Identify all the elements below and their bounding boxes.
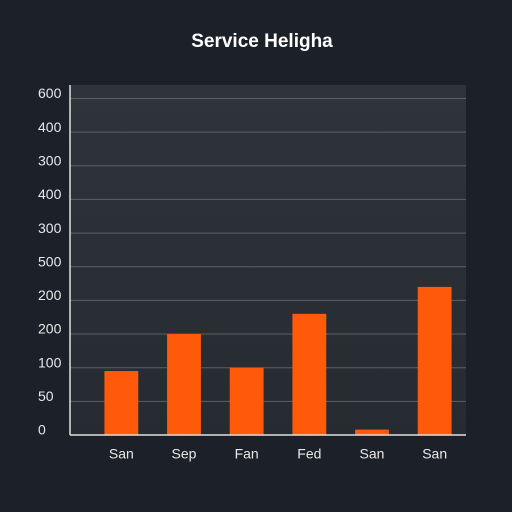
- x-tick-label: San: [109, 446, 134, 462]
- x-tick-label: Fan: [235, 446, 259, 462]
- bar: [104, 371, 139, 435]
- x-tick-label: San: [422, 446, 447, 462]
- y-tick-label: 400: [38, 186, 62, 202]
- y-tick-label: 50: [38, 388, 54, 404]
- x-tick-label: Fed: [297, 446, 321, 462]
- y-tick-label: 200: [38, 321, 62, 337]
- chart-title: Service Heligha: [191, 31, 333, 52]
- bar: [292, 313, 327, 435]
- bar: [355, 429, 389, 435]
- y-tick-label: 600: [38, 85, 62, 101]
- y-tick-label: 300: [38, 220, 62, 236]
- bar: [417, 286, 452, 435]
- x-tick-label: San: [360, 446, 385, 462]
- x-tick-label: Sep: [172, 446, 197, 462]
- bar: [167, 334, 201, 435]
- y-tick-label: 0: [38, 422, 46, 438]
- y-tick-label: 300: [38, 152, 62, 168]
- y-tick-label: 200: [38, 287, 62, 303]
- y-tick-label: 500: [38, 253, 62, 269]
- y-tick-label: 400: [38, 119, 62, 135]
- bar: [229, 367, 264, 435]
- y-tick-label: 100: [38, 354, 62, 370]
